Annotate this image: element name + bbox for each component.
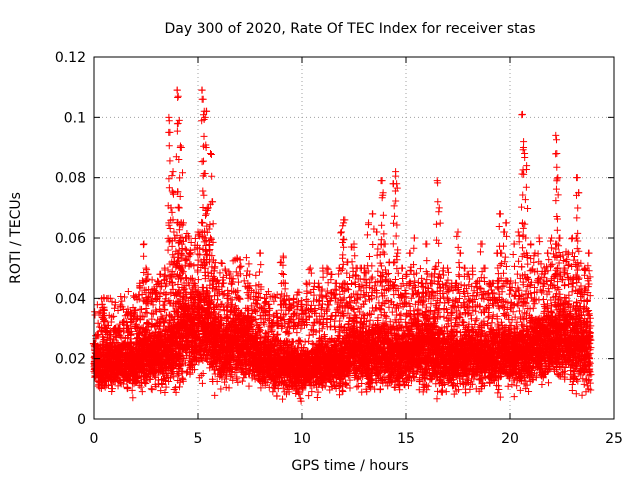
data-point: [279, 395, 287, 403]
data-point: [110, 312, 118, 320]
data-point: [96, 308, 104, 316]
data-point: [124, 287, 132, 295]
data-point: [308, 388, 316, 396]
data-point: [314, 388, 322, 396]
data-point: [322, 293, 330, 301]
data-point: [128, 386, 136, 394]
data-point: [137, 383, 145, 391]
data-point: [138, 388, 146, 396]
data-point: [116, 348, 124, 356]
data-point: [94, 319, 102, 327]
data-point: [224, 286, 232, 294]
data-point: [245, 382, 253, 390]
data-point: [117, 333, 125, 341]
data-point: [108, 388, 116, 396]
data-point: [111, 298, 119, 306]
data-point: [99, 377, 107, 385]
data-point: [305, 392, 313, 400]
data-point: [107, 342, 115, 350]
data-point: [270, 292, 278, 300]
data-point: [301, 338, 309, 346]
data-point: [95, 378, 103, 386]
data-point: [273, 392, 281, 400]
chart-title: Day 300 of 2020, Rate Of TEC Index for r…: [164, 21, 535, 37]
data-point: [129, 394, 137, 402]
data-point: [178, 245, 186, 253]
data-point: [252, 271, 260, 279]
data-point: [354, 304, 362, 312]
data-point: [157, 387, 165, 395]
data-point: [242, 254, 250, 262]
data-point: [111, 304, 119, 312]
data-point: [91, 353, 99, 361]
data-point: [148, 276, 156, 284]
data-point: [217, 385, 225, 393]
data-point: [123, 311, 131, 319]
data-point: [353, 383, 361, 391]
data-point: [217, 259, 225, 267]
data-point: [108, 385, 116, 393]
data-point: [96, 384, 104, 392]
data-point: [123, 385, 131, 393]
data-point: [115, 344, 123, 352]
data-point: [234, 278, 242, 286]
data-point: [172, 384, 180, 392]
data-point: [117, 292, 125, 300]
data-point: [199, 369, 207, 377]
data-points: [89, 86, 595, 405]
data-point: [218, 260, 226, 268]
data-point: [198, 379, 206, 387]
data-point: [104, 294, 112, 302]
data-point: [121, 293, 129, 301]
data-point: [345, 286, 353, 294]
data-point: [91, 311, 99, 319]
data-point: [245, 260, 253, 268]
data-point: [131, 344, 139, 352]
data-point: [107, 318, 115, 326]
data-point: [161, 388, 169, 396]
data-point: [313, 393, 321, 401]
data-point: [194, 276, 202, 284]
data-point: [99, 333, 107, 341]
data-point: [236, 264, 244, 272]
data-point: [114, 306, 122, 314]
data-point: [108, 298, 116, 306]
data-point: [99, 337, 107, 345]
data-point: [148, 386, 156, 394]
data-point: [211, 391, 219, 399]
data-point: [237, 262, 245, 270]
data-point: [196, 251, 204, 259]
